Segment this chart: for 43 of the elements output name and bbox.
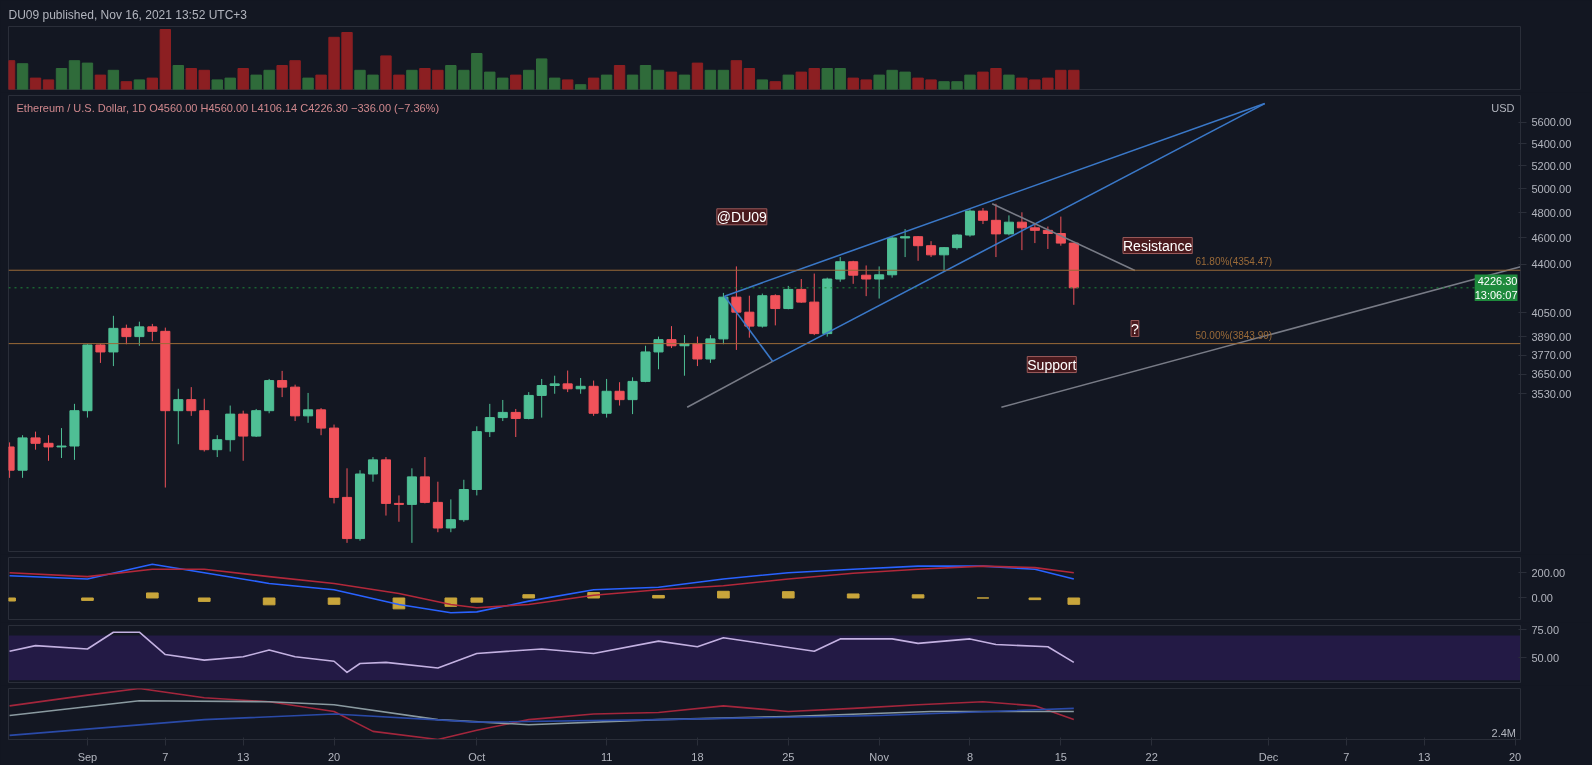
x-tick-label: 22	[1145, 750, 1158, 763]
annotation: @DU09	[716, 208, 768, 225]
x-tick-label: 13	[1418, 750, 1431, 763]
y-tick-label: 3530.00	[1531, 387, 1572, 400]
x-tick-label: 20	[327, 750, 341, 763]
chart-title: DU09 published, Nov 16, 2021 13:52 UTC+3	[8, 7, 248, 22]
ref-line-label: 61.80%(4354.47)	[1195, 256, 1273, 268]
x-tick-label: 7	[162, 750, 169, 763]
y-tick-label: 4050.00	[1531, 306, 1572, 319]
y-axis-title: USD	[1491, 101, 1515, 114]
y-tick-label: 5400.00	[1531, 137, 1572, 150]
x-tick-label: Oct	[468, 750, 486, 763]
x-tick-label: 11	[600, 750, 613, 763]
ref-line-label: 50.00%(3843.99)	[1195, 329, 1273, 341]
x-tick-label: 7	[1343, 750, 1350, 763]
annotation: Resistance	[1122, 237, 1193, 254]
y-tick-label: 5600.00	[1531, 116, 1572, 129]
annotation: 2.4M	[1491, 727, 1516, 740]
annotation: ?	[1131, 320, 1140, 337]
y-tick-label: 5200.00	[1531, 159, 1572, 172]
x-tick-label: 20	[1508, 750, 1522, 763]
x-tick-label: 8	[966, 750, 974, 763]
x-tick-label: Nov	[869, 750, 890, 763]
y-tick-label: 5000.00	[1531, 182, 1572, 195]
y-tick-label: 75.00	[1531, 623, 1560, 636]
x-tick-label: 15	[1054, 750, 1067, 763]
x-tick-label: 18	[691, 750, 704, 763]
ref-line-label: 4226.30 13:06:07	[1474, 274, 1518, 302]
y-tick-label: 4800.00	[1531, 206, 1572, 219]
y-tick-label: 3890.00	[1531, 330, 1572, 343]
y-tick-label: 4600.00	[1531, 231, 1572, 244]
text: Ethereum / U.S. Dollar, 1D O4560.00 H4560.00 L4106.14 C4226.30 −336.00 (−7.36%)	[16, 101, 440, 114]
y-tick-label: 50.00	[1531, 651, 1560, 664]
y-tick-label: 3770.00	[1531, 349, 1572, 362]
x-tick-label: 25	[782, 750, 795, 763]
annotation: Support	[1027, 356, 1077, 373]
x-tick-label: Dec	[1258, 750, 1279, 763]
y-tick-label: 4400.00	[1531, 258, 1572, 271]
x-tick-label: 13	[237, 750, 250, 763]
y-tick-label: 3650.00	[1531, 368, 1572, 381]
x-tick-label: Sep	[77, 750, 98, 763]
y-tick-label: 0.00	[1531, 591, 1553, 604]
y-tick-label: 200.00	[1531, 566, 1566, 579]
